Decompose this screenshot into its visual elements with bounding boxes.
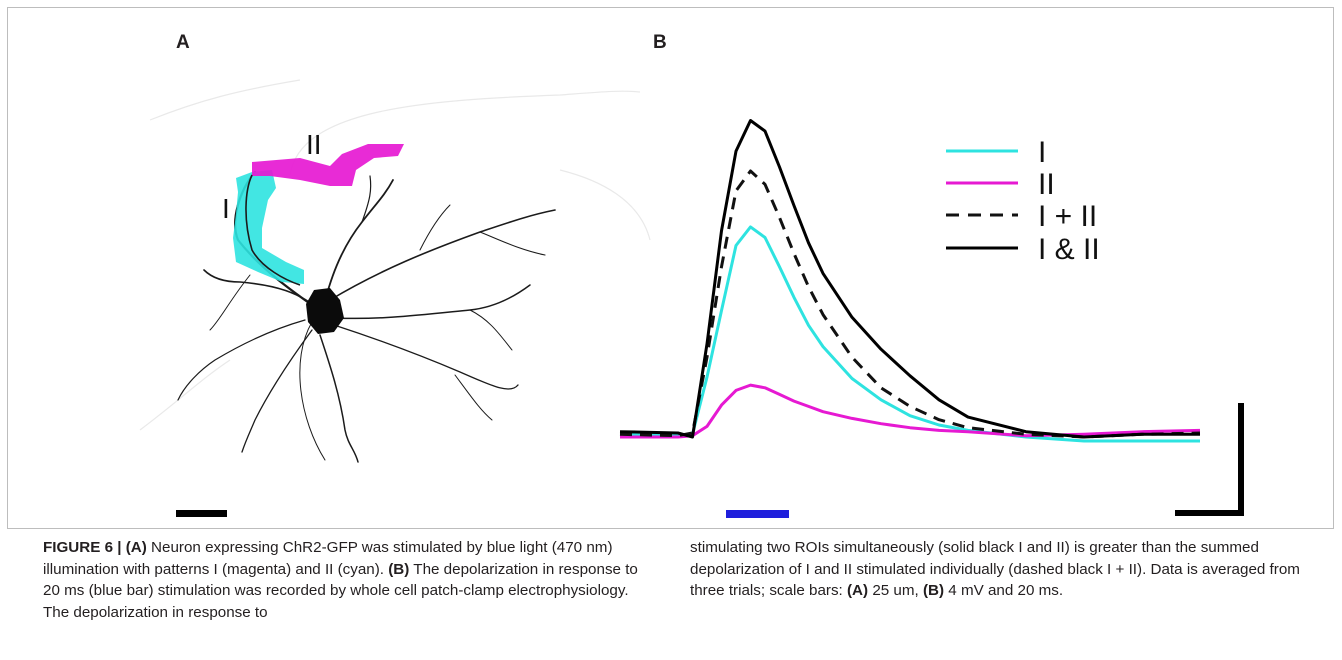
dendrite-under-roi [245, 174, 301, 286]
legend-label-i: I [1038, 136, 1046, 169]
faint-processes [139, 79, 651, 431]
caption-text: stimulating two ROIs simultaneously (sol… [690, 539, 1300, 599]
pattern-ii-label: II [306, 129, 322, 160]
caption-column-1: FIGURE 6 | (A) Neuron expressing ChR2-GF… [43, 537, 653, 623]
caption-text: Neuron expressing ChR2-GFP was stimulate… [43, 539, 613, 578]
caption-bold: (B) [922, 582, 945, 599]
caption-column-2: stimulating two ROIs simultaneously (sol… [690, 537, 1330, 602]
dendrites [177, 170, 556, 463]
caption-text: 4 mV and 20 ms. [944, 582, 1064, 599]
legend-label-ii: II [1038, 168, 1055, 201]
trace-i-ii [619, 169, 1201, 439]
scale-bar-a [176, 510, 227, 517]
legend-label-sum: I + II [1038, 200, 1097, 233]
caption-text: The depolarization in response to 20 ms … [43, 560, 638, 621]
caption-text: 25 um, [868, 582, 923, 599]
caption-bold: FIGURE 6 | (A) [43, 539, 147, 556]
pattern-i-roi [233, 170, 304, 284]
neuron-image: I II [139, 79, 651, 517]
panel-a-label: A [176, 32, 190, 53]
soma [306, 288, 344, 334]
stimulus-bar [726, 510, 789, 518]
caption-bold: (A) [847, 582, 869, 599]
figure-frame [7, 7, 1334, 529]
legend-label-both: I & II [1038, 233, 1100, 266]
caption-bold: (B) [388, 560, 410, 578]
scale-bar-b [1175, 403, 1244, 516]
trace-plot [619, 119, 1201, 443]
pattern-i-label: I [222, 193, 230, 224]
legend: I II I + II I & II [946, 136, 1100, 266]
panel-b-label: B [653, 32, 667, 53]
figure-graphics: I II I II I + II I & II [139, 79, 1244, 518]
pattern-ii-roi [252, 144, 404, 186]
trace-i-ii [619, 119, 1200, 439]
trace-ii [620, 383, 1201, 439]
